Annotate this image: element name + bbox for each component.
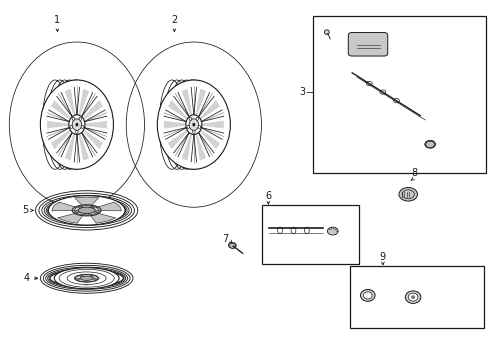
- Ellipse shape: [74, 211, 79, 212]
- Ellipse shape: [364, 292, 372, 299]
- Ellipse shape: [75, 130, 78, 133]
- Text: 3: 3: [300, 87, 306, 98]
- Polygon shape: [196, 89, 206, 116]
- Polygon shape: [164, 121, 186, 129]
- Text: 2: 2: [171, 15, 177, 24]
- Ellipse shape: [85, 280, 88, 282]
- Polygon shape: [168, 100, 188, 120]
- Ellipse shape: [425, 140, 436, 148]
- Polygon shape: [51, 130, 71, 149]
- Ellipse shape: [72, 205, 101, 216]
- Ellipse shape: [408, 293, 418, 301]
- FancyBboxPatch shape: [348, 32, 388, 56]
- Ellipse shape: [72, 119, 82, 130]
- Ellipse shape: [228, 243, 236, 248]
- Ellipse shape: [70, 125, 73, 129]
- Ellipse shape: [78, 206, 83, 208]
- Polygon shape: [75, 197, 98, 206]
- Ellipse shape: [186, 115, 202, 134]
- Ellipse shape: [189, 119, 198, 130]
- Polygon shape: [90, 213, 115, 223]
- Ellipse shape: [91, 206, 95, 208]
- Polygon shape: [196, 134, 206, 161]
- Polygon shape: [85, 121, 107, 129]
- Text: 5: 5: [22, 205, 28, 215]
- Text: 1: 1: [54, 15, 60, 24]
- Bar: [262, 205, 360, 264]
- Ellipse shape: [95, 211, 99, 212]
- Polygon shape: [47, 121, 69, 129]
- Bar: [350, 266, 484, 328]
- Ellipse shape: [75, 123, 78, 126]
- Polygon shape: [65, 134, 75, 161]
- Ellipse shape: [75, 275, 98, 282]
- Ellipse shape: [80, 276, 93, 280]
- Text: 4: 4: [24, 273, 30, 283]
- Ellipse shape: [79, 117, 82, 120]
- Polygon shape: [202, 121, 224, 129]
- Polygon shape: [182, 89, 192, 116]
- Ellipse shape: [324, 30, 329, 35]
- Ellipse shape: [189, 117, 192, 120]
- Ellipse shape: [361, 289, 375, 301]
- Ellipse shape: [80, 275, 83, 276]
- Ellipse shape: [187, 125, 190, 129]
- Ellipse shape: [78, 207, 95, 213]
- Ellipse shape: [198, 125, 201, 129]
- Polygon shape: [65, 89, 75, 116]
- Text: 7: 7: [221, 234, 228, 244]
- Ellipse shape: [94, 279, 97, 280]
- Ellipse shape: [40, 80, 114, 169]
- Polygon shape: [78, 134, 89, 161]
- Text: 6: 6: [265, 192, 271, 202]
- Text: 8: 8: [412, 168, 417, 178]
- Polygon shape: [200, 130, 220, 149]
- Polygon shape: [51, 100, 71, 120]
- Polygon shape: [182, 134, 192, 161]
- Bar: [313, 16, 486, 173]
- Polygon shape: [200, 100, 220, 120]
- Ellipse shape: [49, 195, 125, 225]
- Ellipse shape: [193, 123, 196, 126]
- Ellipse shape: [69, 115, 85, 134]
- Polygon shape: [168, 130, 188, 149]
- Ellipse shape: [77, 279, 80, 280]
- Ellipse shape: [405, 291, 421, 303]
- Ellipse shape: [72, 117, 75, 120]
- Polygon shape: [58, 213, 83, 223]
- Ellipse shape: [327, 227, 338, 235]
- Polygon shape: [83, 100, 103, 120]
- Ellipse shape: [90, 275, 94, 276]
- Ellipse shape: [54, 268, 119, 289]
- Polygon shape: [83, 130, 103, 149]
- Polygon shape: [78, 89, 89, 116]
- Ellipse shape: [196, 117, 198, 120]
- Text: 9: 9: [380, 252, 386, 262]
- Ellipse shape: [157, 80, 230, 169]
- Polygon shape: [52, 202, 77, 211]
- Ellipse shape: [81, 125, 84, 129]
- Ellipse shape: [412, 296, 415, 298]
- Polygon shape: [97, 202, 121, 211]
- Ellipse shape: [399, 188, 417, 201]
- Ellipse shape: [84, 213, 89, 215]
- Ellipse shape: [193, 130, 195, 133]
